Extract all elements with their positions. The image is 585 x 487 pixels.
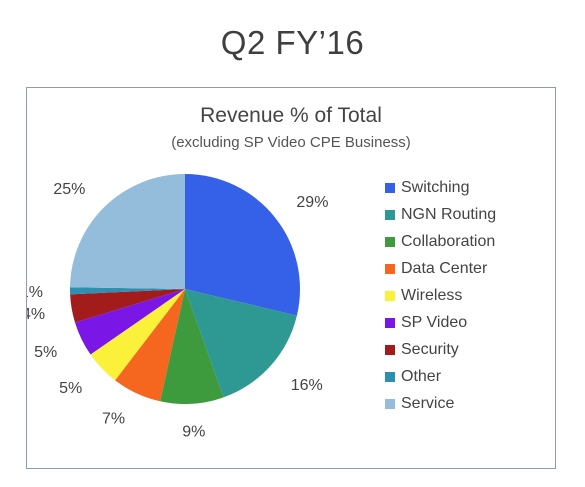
- chart-frame: Revenue % of Total (excluding SP Video C…: [26, 87, 556, 469]
- legend-label: Switching: [401, 178, 470, 196]
- data-label-4: 5%: [59, 380, 82, 397]
- pie-slice-0: [185, 174, 300, 316]
- legend-swatch: [385, 263, 395, 274]
- pie-slice-1: [185, 289, 297, 398]
- pie-slice-3: [115, 289, 185, 402]
- data-label-6: 4%: [27, 306, 45, 323]
- legend-item-5: SP Video: [385, 309, 496, 336]
- pie-slice-6: [70, 289, 185, 323]
- legend-label: NGN Routing: [401, 205, 497, 223]
- data-label-0: 29%: [296, 194, 328, 211]
- legend-item-7: Other: [385, 363, 496, 390]
- legend-item-6: Security: [385, 336, 496, 363]
- legend-label: Service: [401, 394, 455, 412]
- chart-subtitle: (excluding SP Video CPE Business): [171, 134, 411, 151]
- legend-label: Collaboration: [401, 232, 496, 250]
- legend-swatch: [385, 398, 395, 409]
- legend-item-3: Data Center: [385, 255, 496, 282]
- page-title: Q2 FY’16: [220, 24, 365, 61]
- pie-slice-7: [70, 287, 185, 295]
- data-label-5: 5%: [34, 344, 57, 361]
- data-label-7: 1%: [27, 284, 43, 301]
- data-label-2: 9%: [182, 424, 205, 441]
- legend-swatch: [385, 209, 395, 220]
- data-label-8: 25%: [53, 181, 85, 198]
- chart-title: Revenue % of Total: [200, 104, 382, 127]
- legend-label: Data Center: [401, 259, 488, 277]
- legend-item-1: NGN Routing: [385, 201, 496, 228]
- pie-slice-8: [70, 174, 185, 289]
- legend-item-2: Collaboration: [385, 228, 496, 255]
- legend-item-4: Wireless: [385, 282, 496, 309]
- pie-slice-5: [74, 289, 185, 355]
- legend-swatch: [385, 344, 395, 355]
- legend-label: Security: [401, 340, 459, 358]
- pie-slice-4: [90, 289, 185, 381]
- pie-slice-2: [160, 289, 224, 404]
- data-label-3: 7%: [102, 411, 125, 428]
- legend-swatch: [385, 317, 395, 328]
- legend: Switching NGN Routing Collaboration Data Ce…: [385, 174, 496, 417]
- legend-label: Other: [401, 367, 442, 385]
- legend-label: Wireless: [401, 286, 463, 304]
- legend-label: SP Video: [401, 313, 468, 331]
- legend-item-8: Service: [385, 390, 496, 417]
- legend-swatch: [385, 236, 395, 247]
- legend-swatch: [385, 182, 395, 193]
- data-label-1: 16%: [291, 377, 323, 394]
- legend-swatch: [385, 290, 395, 301]
- legend-item-0: Switching: [385, 174, 496, 201]
- legend-swatch: [385, 371, 395, 382]
- pie-chart: 29% 16% 9% 7% 5% 5% 4% 1% 25%: [27, 174, 328, 441]
